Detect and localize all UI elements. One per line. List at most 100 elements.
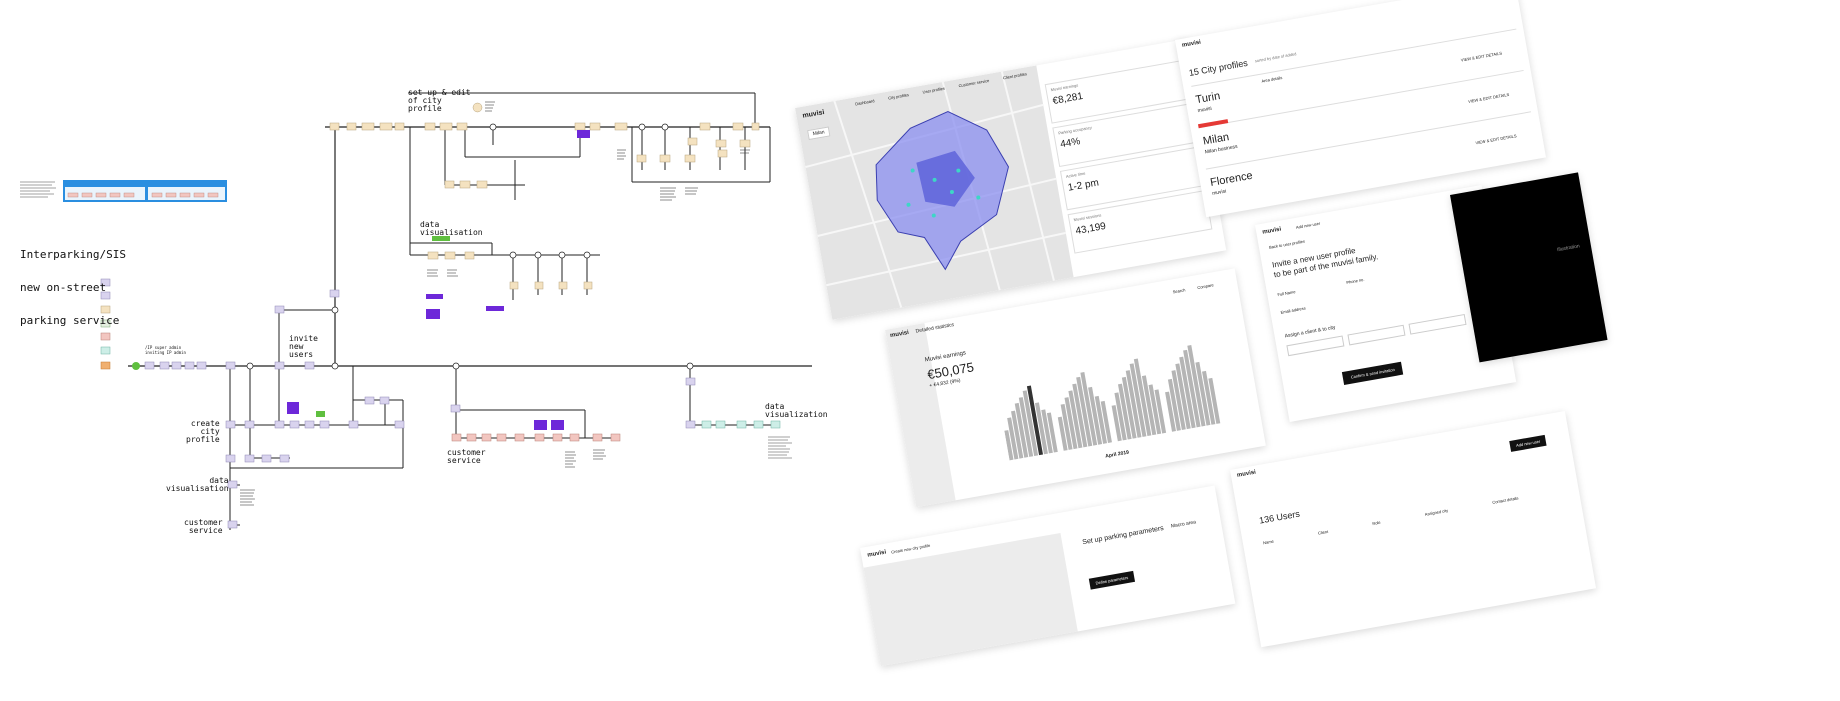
- back-link[interactable]: Back to user profiles: [1268, 238, 1306, 250]
- stat-label: Active time: [1065, 170, 1086, 179]
- section-customer-service-mid: customer service: [447, 448, 486, 465]
- earnings-bar: [1129, 363, 1147, 437]
- section-setup-city: set up & edit of city profile: [408, 88, 471, 113]
- stat-value: 44%: [1059, 136, 1082, 151]
- brand-logo: muvisi: [1236, 469, 1257, 479]
- field-phone[interactable]: Phone no.: [1345, 276, 1365, 285]
- earnings-bar: [1080, 372, 1098, 446]
- earnings-bar: [1026, 385, 1044, 456]
- earnings-bar: [1208, 377, 1221, 424]
- earnings-bar: [1004, 430, 1014, 461]
- brand-logo: muvisi: [1181, 39, 1202, 49]
- users-table-header: Name Client Role Assigned city Contact d…: [1263, 495, 1519, 545]
- earnings-bar: [1041, 409, 1053, 454]
- macro-area-toggle[interactable]: Macro area: [1170, 519, 1197, 530]
- stat-label: Parking occupancy: [1057, 124, 1093, 136]
- city-sub: muvisi: [1211, 188, 1227, 197]
- earnings-bar: [1057, 416, 1068, 451]
- earnings-bar: [1179, 356, 1196, 429]
- illustration-label: Illustration: [1556, 243, 1581, 254]
- map-dashboard-mockup: muvisi Milan Dashboard City profiles Use…: [795, 38, 1227, 320]
- view-edit-link[interactable]: VIEW & EDIT DETAILS: [1460, 50, 1503, 63]
- start-label: /IP super admin inviting IP admin: [145, 345, 186, 355]
- earnings-bar: [1141, 375, 1157, 436]
- section-customer-service-left: customer service: [184, 518, 223, 535]
- breadcrumb: Add new user: [1295, 220, 1321, 230]
- earnings-bar: [1183, 349, 1201, 428]
- earnings-bar: [1154, 389, 1167, 434]
- earnings-bar: [1046, 412, 1058, 453]
- earnings-bar: [1121, 376, 1137, 439]
- breadcrumb: Create new city profile: [890, 542, 931, 555]
- start-node: [132, 362, 140, 370]
- earnings-bar: [1064, 397, 1078, 450]
- section-data-vis-top: data visualisation: [420, 220, 483, 237]
- project-title-line-1: Interparking/SIS: [20, 248, 126, 261]
- earnings-bar: [1195, 361, 1211, 426]
- city-count-heading: 15 City profiles: [1188, 57, 1249, 79]
- view-edit-link[interactable]: VIEW & EDIT DETAILS: [1467, 91, 1510, 104]
- earnings-bar: [1117, 383, 1132, 440]
- search-button[interactable]: Search: [1172, 287, 1186, 295]
- earnings-bar: [1018, 397, 1034, 457]
- role-select[interactable]: [1347, 324, 1406, 346]
- month-label: April 2019: [1104, 449, 1130, 460]
- earnings-bar: [1187, 345, 1206, 427]
- city-select[interactable]: [1408, 313, 1467, 335]
- earnings-bar: [1060, 403, 1073, 450]
- earnings-bar: [1165, 391, 1176, 432]
- admin-nodes: [100, 278, 696, 529]
- section-data-vis-left: data visualisation: [166, 476, 229, 493]
- legend-swatches: [100, 305, 111, 370]
- sort-label: sorted by date of added: [1254, 51, 1297, 64]
- section-create-city: create city profile: [186, 419, 220, 444]
- column-header: Name: [1262, 538, 1275, 546]
- user-flow-diagram: [20, 92, 812, 530]
- stat-label: Muvisi earnings: [1050, 82, 1079, 93]
- earnings-bar: [1068, 390, 1083, 449]
- section-invite-users: invite new users: [289, 334, 318, 359]
- parking-heading: Set up parking parameters: [1081, 525, 1165, 547]
- brand-logo: muvisi: [866, 549, 887, 559]
- service-nodes: [100, 332, 621, 442]
- earnings-bar: [1014, 402, 1029, 458]
- earnings-bar: [1171, 370, 1186, 430]
- annotation-notes: [287, 130, 590, 430]
- earnings-bar: [1007, 417, 1019, 460]
- field-email[interactable]: Email address: [1280, 305, 1306, 315]
- city-sub: muvisi: [1197, 105, 1213, 115]
- earnings-bar: [1011, 410, 1024, 459]
- earnings-bar: [1072, 383, 1088, 448]
- earnings-bar: [1022, 390, 1039, 457]
- data-vis-nodes: [100, 346, 781, 429]
- earnings-bar: [1100, 400, 1112, 443]
- section-data-vis-right: data visualization: [765, 402, 828, 419]
- map-strip: [885, 323, 956, 508]
- stat-value: €8,281: [1051, 90, 1084, 108]
- project-title-line-2: new on-street: [20, 281, 107, 294]
- city-name: Turin: [1194, 90, 1222, 107]
- stat-label: Muvisi sessions: [1073, 212, 1102, 223]
- client-select[interactable]: [1286, 335, 1345, 357]
- earnings-bar: [1076, 376, 1093, 447]
- project-title: Interparking/SIS new on-street parking s…: [20, 227, 126, 348]
- city-profiles-mockup: muvisi 15 City profiles sorted by date o…: [1175, 0, 1547, 218]
- earnings-bar: [1133, 358, 1152, 437]
- confirm-invitation-button[interactable]: Confirm & send invitation: [1341, 361, 1404, 385]
- compare-button[interactable]: Compare: [1196, 282, 1215, 291]
- define-parameters-button[interactable]: Define parameters: [1088, 570, 1135, 590]
- parking-params-mockup: muvisi Create new city profile Set up pa…: [860, 485, 1236, 667]
- column-header: Contact details: [1491, 495, 1519, 505]
- earnings-bar: [1175, 363, 1191, 430]
- earnings-mockup: muvisi Detailed statistics Search Compar…: [885, 268, 1266, 508]
- add-user-button[interactable]: Add new user: [1509, 434, 1548, 452]
- column-header: Assigned city: [1424, 507, 1449, 517]
- area-details-label: Area details: [1261, 74, 1283, 84]
- view-edit-link[interactable]: VIEW & EDIT DETAILS: [1474, 133, 1517, 146]
- annotation-scribbles: [240, 101, 792, 506]
- earnings-bar: [1094, 395, 1108, 444]
- earnings-bar: [1125, 370, 1142, 438]
- field-full-name[interactable]: Full Name: [1277, 289, 1296, 298]
- stat-value: 1-2 pm: [1067, 177, 1100, 194]
